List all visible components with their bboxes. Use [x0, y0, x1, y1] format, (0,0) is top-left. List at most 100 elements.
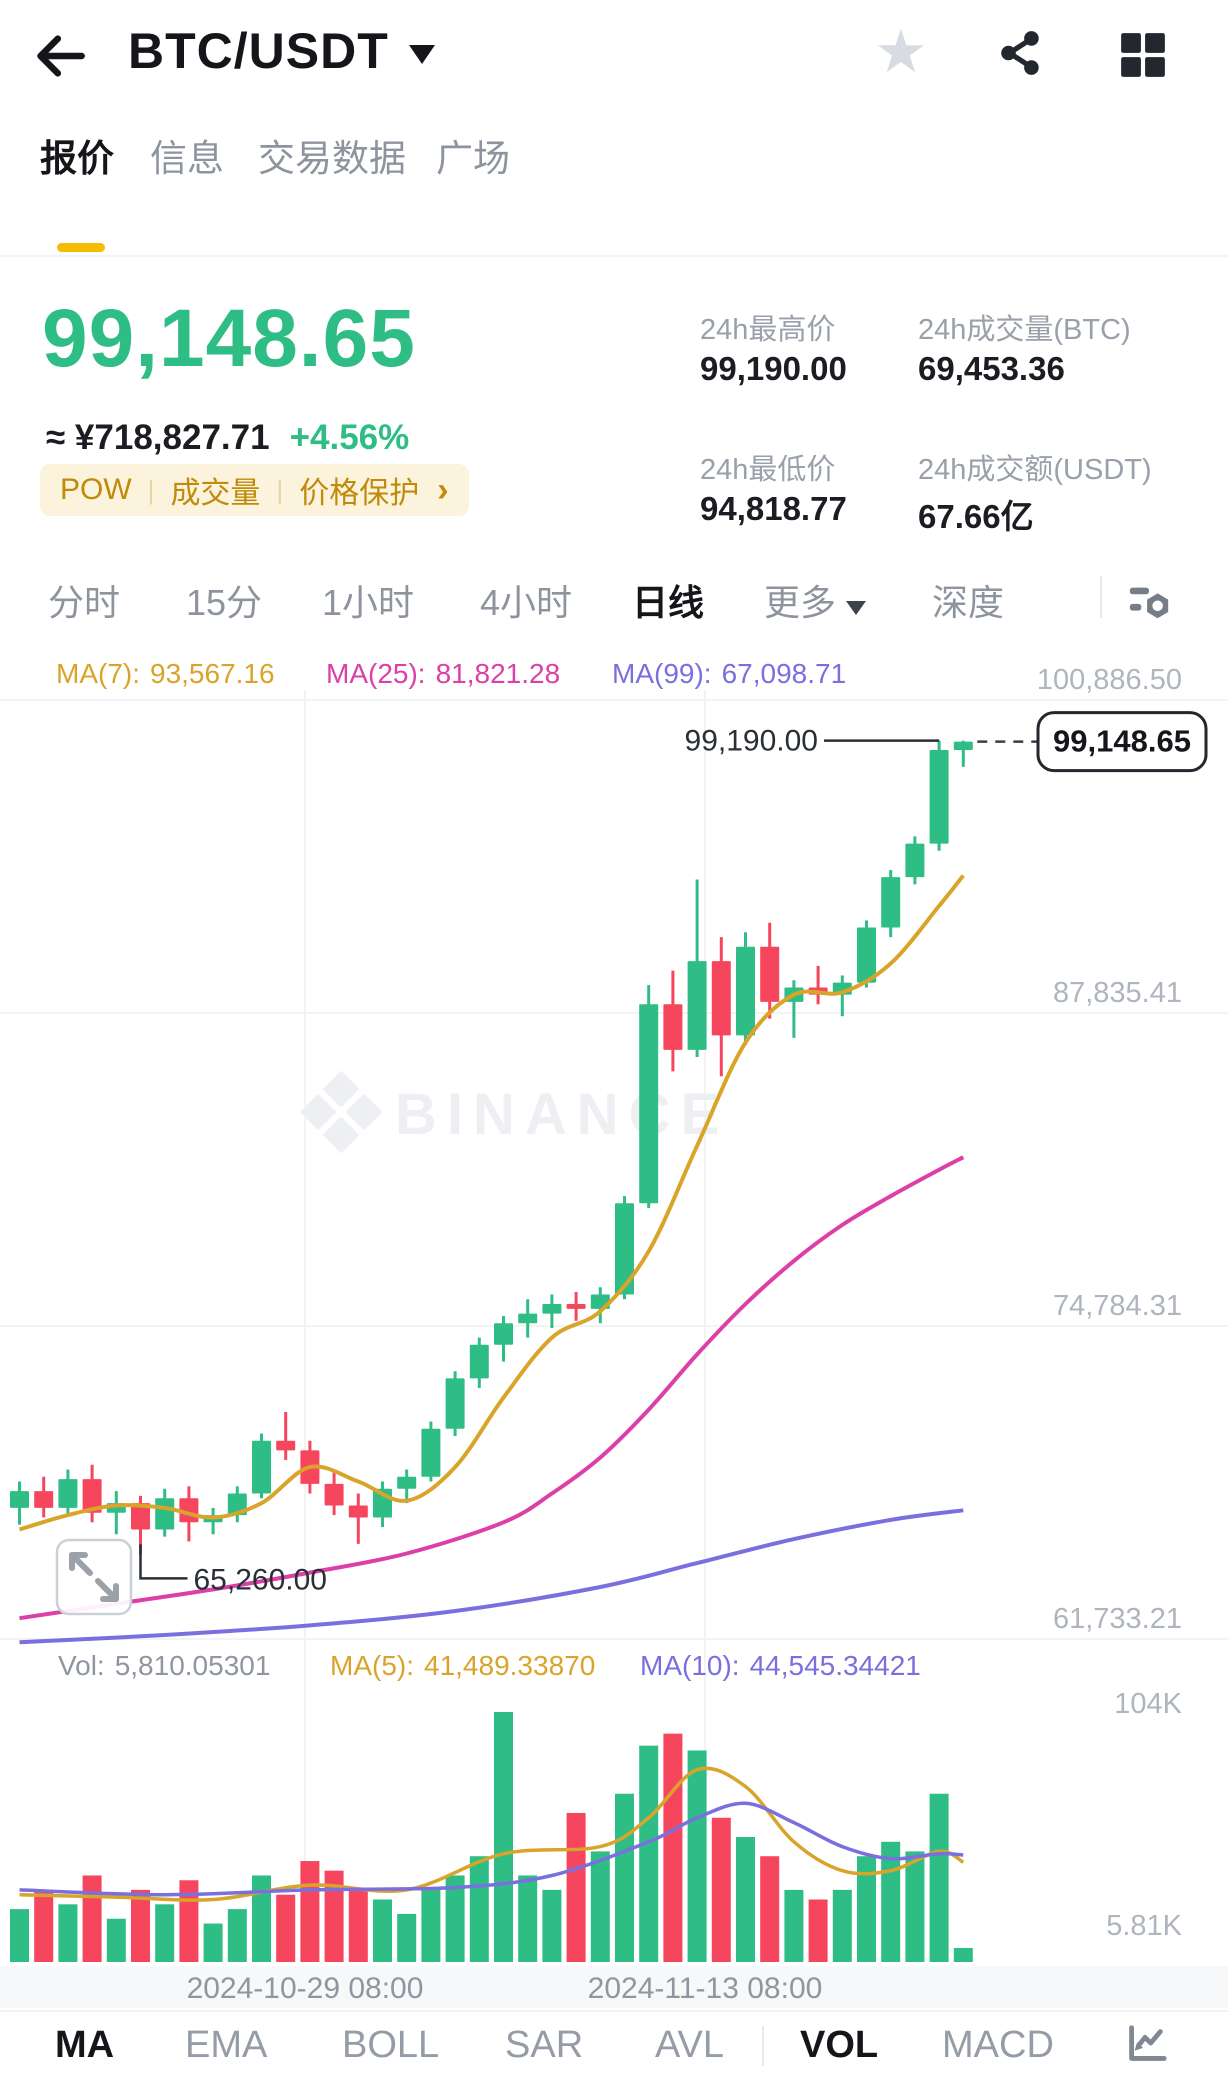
timeframe-more-label: 更多 — [764, 582, 837, 623]
timeframe-realtime[interactable]: 分时 — [48, 582, 121, 623]
tag-pow[interactable]: POW — [60, 473, 132, 506]
expand-arrow-icon — [100, 1583, 119, 1602]
back-icon[interactable] — [34, 30, 86, 82]
watermark-logo — [322, 1116, 360, 1154]
timeframe-more[interactable]: 更多 — [764, 574, 867, 626]
volume-bar — [252, 1875, 271, 1962]
fullscreen-chart-icon[interactable] — [1122, 2022, 1168, 2068]
candle-body — [857, 927, 876, 983]
volume-bar — [905, 1851, 925, 1962]
volume-bar — [276, 1894, 296, 1962]
candle-body — [929, 750, 949, 844]
grid-menu-icon[interactable] — [1118, 30, 1168, 80]
depth-button[interactable]: 深度 — [932, 582, 1005, 623]
candle-body — [397, 1476, 417, 1489]
candle-body — [494, 1323, 513, 1345]
watermark-text: BINANCE — [395, 1082, 729, 1147]
candle-body — [639, 1004, 659, 1204]
symbol-selector[interactable]: BTC/USDT — [128, 22, 435, 80]
indicator-ema[interactable]: EMA — [185, 2024, 268, 2066]
ma7-label: MA(7): — [56, 658, 140, 689]
divider — [0, 2010, 1228, 2012]
candle-body — [10, 1491, 29, 1508]
volume-bar — [494, 1712, 513, 1962]
candle-body — [881, 877, 901, 928]
tag-price-protection[interactable]: 价格保护 — [299, 477, 420, 510]
ma99-label: MA(99): — [612, 658, 712, 689]
candle-body — [348, 1505, 368, 1518]
last-price-box-label: 99,148.65 — [1053, 724, 1191, 759]
y-axis-label: 74,784.31 — [1052, 1290, 1182, 1322]
candle-body — [34, 1491, 54, 1508]
divider — [0, 255, 1228, 257]
chevron-right-icon: › — [437, 470, 449, 509]
tab-trading-data[interactable]: 交易数据 — [258, 138, 406, 179]
y-axis-label: 100,886.50 — [1036, 664, 1182, 696]
expand-button-frame — [55, 1538, 133, 1616]
volume-bar — [953, 1948, 973, 1962]
volume-bar — [760, 1856, 780, 1962]
volume-legend: Vol: 5,810.05301 — [58, 1650, 270, 1682]
watermark-logo — [299, 1093, 337, 1131]
timeframe-15m[interactable]: 15分 — [186, 582, 263, 623]
timeframe-4h[interactable]: 4小时 — [480, 582, 573, 623]
y-axis-label: 61,733.21 — [1052, 1603, 1182, 1635]
ma25-value: 81,821.28 — [435, 658, 561, 689]
volume-bar — [203, 1923, 223, 1962]
candle-body — [566, 1304, 586, 1309]
favorite-star-icon[interactable]: ★ — [874, 18, 928, 85]
stat-value-24h-turnover: 67.66亿 — [918, 498, 1034, 535]
indicator-macd[interactable]: MACD — [942, 2024, 1054, 2066]
indicator-boll[interactable]: BOLL — [342, 2024, 440, 2066]
volume-bar — [639, 1745, 659, 1962]
change-percent: +4.56% — [289, 418, 410, 457]
tag-volume[interactable]: 成交量 — [170, 477, 261, 510]
stat-label-24h-high: 24h最高价 — [700, 314, 836, 346]
stat-value-24h-volume-btc: 69,453.36 — [918, 350, 1065, 387]
stat-label-24h-volume-btc: 24h成交量(BTC) — [918, 314, 1131, 346]
ma7-value: 93,567.16 — [150, 658, 275, 689]
ma7-legend: MA(7): 93,567.16 — [56, 658, 275, 690]
volume-ma10-line — [19, 1801, 964, 1897]
volume-bar — [324, 1870, 344, 1962]
candle-body — [252, 1440, 271, 1494]
share-icon[interactable] — [996, 28, 1046, 78]
chevron-down-icon — [846, 601, 867, 615]
volume-bar — [34, 1889, 54, 1962]
volume-bar — [566, 1812, 586, 1962]
vol-ma10-label: MA(10): — [640, 1650, 740, 1681]
tab-quote[interactable]: 报价 — [40, 138, 114, 179]
indicator-ma[interactable]: MA — [55, 2024, 115, 2066]
volume-bar — [590, 1851, 610, 1962]
token-tags[interactable]: POW | 成交量 | 价格保护 › — [40, 464, 469, 516]
indicator-avl[interactable]: AVL — [655, 2024, 725, 2066]
timeframe-1d[interactable]: 日线 — [632, 582, 705, 623]
tab-square[interactable]: 广场 — [436, 138, 510, 179]
chart-settings-icon[interactable] — [1126, 578, 1172, 624]
volume-bar — [736, 1837, 755, 1962]
candlestick-chart[interactable]: BINANCE 99,190.00 99,148.65 65,260.00 — [0, 690, 1228, 2020]
timeframe-1h[interactable]: 1小时 — [322, 582, 415, 623]
volume-ma10-legend: MA(10): 44,545.34421 — [640, 1650, 921, 1682]
last-price: 99,148.65 — [42, 293, 416, 384]
page-title: BTC/USDT — [128, 23, 389, 79]
vol-label: Vol: — [58, 1650, 105, 1681]
expand-chart-button[interactable] — [55, 1538, 133, 1616]
volume-bar — [106, 1918, 126, 1962]
fiat-row: ≈ ¥718,827.71 +4.56% — [46, 418, 409, 458]
candle-body — [324, 1483, 344, 1506]
date-band — [0, 1966, 1228, 2008]
ma25-legend: MA(25): 81,821.28 — [326, 658, 560, 690]
volume-bar — [711, 1817, 731, 1962]
tab-info[interactable]: 信息 — [150, 138, 224, 179]
indicator-sar[interactable]: SAR — [505, 2024, 584, 2066]
candle-body — [131, 1503, 150, 1530]
ma99-value: 67,098.71 — [721, 658, 847, 689]
volume-axis-max: 104K — [1114, 1688, 1182, 1720]
candle-body — [542, 1304, 562, 1314]
candle-body — [905, 843, 925, 878]
volume-bar — [397, 1913, 417, 1962]
indicator-vol[interactable]: VOL — [800, 2024, 879, 2066]
volume-bar — [518, 1875, 538, 1962]
candle-body — [663, 1004, 683, 1050]
